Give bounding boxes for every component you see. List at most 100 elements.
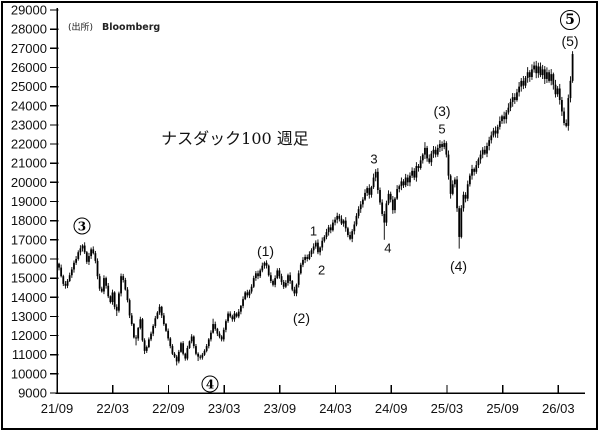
candle-body xyxy=(441,144,443,147)
candle-body xyxy=(349,235,351,239)
candle-body xyxy=(79,248,82,253)
candle-body xyxy=(192,336,195,347)
candle-body xyxy=(147,339,150,348)
candle-body xyxy=(306,257,309,259)
y-axis-tick-label: 29000 xyxy=(11,3,47,18)
x-axis-tick-label: 25/03 xyxy=(431,401,464,416)
candle-body xyxy=(235,313,238,317)
candle-body xyxy=(479,154,482,160)
candle-body xyxy=(488,140,491,146)
candle-body xyxy=(293,289,296,294)
wave-label: (1) xyxy=(256,243,275,260)
candle-body xyxy=(558,88,561,101)
candle-body xyxy=(387,193,390,204)
candle-body xyxy=(310,250,313,255)
y-axis-tick-label: 19000 xyxy=(11,194,47,209)
candle-body xyxy=(225,321,227,330)
candle-body xyxy=(314,242,317,247)
y-axis-tick-label: 10000 xyxy=(11,366,47,381)
candle-body xyxy=(195,346,197,354)
candle-body xyxy=(400,181,403,187)
candle-body xyxy=(443,143,446,147)
candle-body xyxy=(267,265,270,276)
candle-body xyxy=(220,336,223,340)
candle-body xyxy=(394,198,396,211)
candle-body xyxy=(68,275,71,281)
candle-body xyxy=(571,54,574,81)
y-axis-tick-label: 20000 xyxy=(11,175,47,190)
candle-body xyxy=(498,121,501,127)
candle-body xyxy=(77,252,80,259)
candle-body xyxy=(347,228,349,236)
candle-body xyxy=(152,325,155,334)
candle-body xyxy=(244,292,247,300)
candle-body xyxy=(389,193,392,200)
candle-body xyxy=(269,275,272,281)
candle-body xyxy=(162,315,165,325)
candle-body xyxy=(323,236,326,241)
candle-body xyxy=(173,353,176,357)
y-axis-tick-label: 23000 xyxy=(11,117,47,132)
candle-body xyxy=(126,289,129,301)
source-value: Bloomberg xyxy=(102,22,161,33)
candle-body xyxy=(246,292,249,296)
candle-body xyxy=(276,270,279,279)
candle-body xyxy=(284,282,287,287)
source-tag: (出所) xyxy=(68,23,94,33)
candle-body xyxy=(409,175,411,183)
candle-body xyxy=(543,69,546,79)
candle-body xyxy=(539,66,542,76)
candle-body xyxy=(257,273,259,277)
y-axis-tick-label: 14000 xyxy=(11,290,47,305)
candle-body xyxy=(133,324,135,338)
chart-title: ナスダック100 週足 xyxy=(161,129,309,148)
candle-body xyxy=(109,296,112,303)
candle-body xyxy=(88,256,90,262)
candle-body xyxy=(197,353,199,357)
candle-body xyxy=(447,154,450,176)
x-axis-tick-label: 24/09 xyxy=(375,401,408,416)
candle-body xyxy=(563,111,565,123)
candle-body xyxy=(287,275,289,283)
price-bars xyxy=(58,51,574,366)
wave-label: 5 xyxy=(438,121,446,137)
candle-body xyxy=(327,227,330,233)
candle-body xyxy=(531,69,533,78)
y-axis-tick-label: 13000 xyxy=(11,309,47,324)
candle-body xyxy=(190,336,193,342)
candle-body xyxy=(317,242,319,253)
candle-body xyxy=(58,263,60,268)
candle-body xyxy=(522,80,525,86)
x-axis-tick-label: 21/09 xyxy=(41,401,74,416)
y-axis-tick-label: 9000 xyxy=(18,386,47,401)
candle-body xyxy=(421,154,424,161)
candle-body xyxy=(481,149,484,155)
candle-body xyxy=(475,165,478,172)
candle-body xyxy=(94,253,97,261)
y-axis-tick-label: 27000 xyxy=(11,41,47,56)
x-axis-tick-label: 22/03 xyxy=(96,401,129,416)
candle-body xyxy=(107,285,110,297)
candle-body xyxy=(137,327,140,339)
candle-body xyxy=(432,149,435,154)
candle-body xyxy=(291,280,294,290)
candle-body xyxy=(569,80,572,99)
candle-body xyxy=(85,252,88,262)
candle-body xyxy=(353,224,356,232)
candle-body xyxy=(272,280,274,285)
candle-body xyxy=(259,270,262,277)
candle-body xyxy=(289,275,292,281)
candle-body xyxy=(122,276,125,281)
candle-body xyxy=(203,350,206,355)
wave-label: 4 xyxy=(384,240,392,256)
candle-body xyxy=(374,171,377,178)
candle-body xyxy=(449,175,452,194)
x-axis-tick-label: 22/09 xyxy=(152,401,185,416)
candle-body xyxy=(550,74,553,81)
candle-body xyxy=(252,278,255,287)
candle-body xyxy=(520,80,523,87)
wave-circled-label: 4 xyxy=(201,375,219,393)
candle-body xyxy=(460,208,463,237)
x-axis-tick-label: 23/09 xyxy=(264,401,297,416)
candle-body xyxy=(398,186,401,190)
